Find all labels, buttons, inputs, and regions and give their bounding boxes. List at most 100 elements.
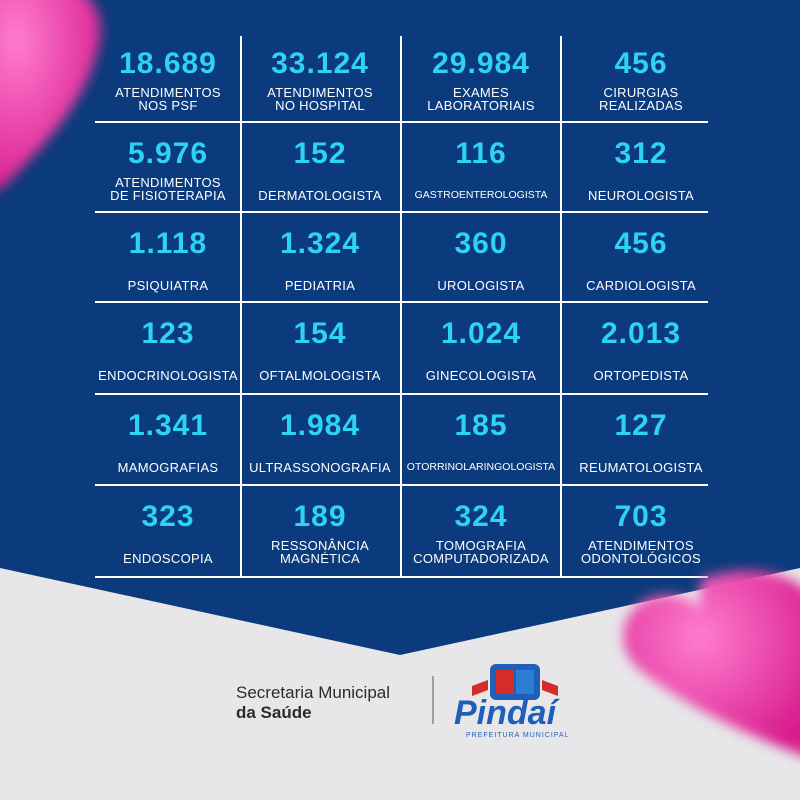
stat-cell: 154 OFTALMOLOGISTA xyxy=(245,306,395,394)
stat-value: 324 xyxy=(454,500,508,533)
stat-label: ATENDIMENTOS ODONTOLÓGICOS xyxy=(562,535,720,569)
stat-cell: 456 CARDIOLOGISTA xyxy=(566,216,716,304)
stat-cell: 1.024 GINECOLOGISTA xyxy=(406,306,556,394)
stat-value: 456 xyxy=(614,227,668,260)
secretaria: Secretaria Municipal da Saúde xyxy=(236,683,390,723)
stat-label-line: ATENDIMENTOS xyxy=(115,85,221,100)
stat-label-line: OTORRINOLARINGOLOGISTA xyxy=(406,460,556,473)
stat-value: 312 xyxy=(614,137,668,170)
city-subtitle: PREFEITURA MUNICIPAL xyxy=(466,732,570,739)
stat-label: OFTALMOLOGISTA xyxy=(241,358,399,392)
stat-cell: 1.341 MAMOGRAFIAS xyxy=(93,398,243,486)
stat-label: ENDOCRINOLOGISTA xyxy=(89,358,247,392)
stat-label: MAMOGRAFIAS xyxy=(89,450,247,484)
stat-label: UROLOGISTA xyxy=(402,268,560,302)
stat-label-line: NEUROLOGISTA xyxy=(588,187,694,203)
stat-label-line: UROLOGISTA xyxy=(437,277,525,293)
stat-cell: 33.124 ATENDIMENTOS NO HOSPITAL xyxy=(245,36,395,124)
secretaria-line: Secretaria Municipal xyxy=(236,683,391,702)
stat-value: 1.024 xyxy=(440,317,522,350)
stat-label: GINECOLOGISTA xyxy=(402,358,560,392)
stat-label-line: ORTOPEDISTA xyxy=(593,367,689,383)
stat-cell: 323 ENDOSCOPIA xyxy=(93,489,243,577)
stat-label-line: ULTRASSONOGRAFIA xyxy=(249,459,391,475)
stat-value: 33.124 xyxy=(271,47,369,80)
stat-cell: 18.689 ATENDIMENTOS NOS PSF xyxy=(93,36,243,124)
stat-label: ULTRASSONOGRAFIA xyxy=(241,450,399,484)
stat-label: DERMATOLOGISTA xyxy=(241,178,399,212)
stat-value: 1.324 xyxy=(279,227,361,260)
stat-label-line: PSIQUIATRA xyxy=(127,277,209,293)
stat-label: OTORRINOLARINGOLOGISTA xyxy=(402,450,560,484)
stat-cell: 324 TOMOGRAFIA COMPUTADORIZADA xyxy=(406,489,556,577)
stat-value: 18.689 xyxy=(119,47,217,80)
stat-label-line: CIRURGIAS xyxy=(603,85,679,100)
stat-label-line: TOMOGRAFIA xyxy=(435,538,527,553)
stat-value: 127 xyxy=(614,409,668,442)
stat-label: CARDIOLOGISTA xyxy=(562,268,720,302)
stat-value: 154 xyxy=(293,317,347,350)
stat-cell: 312 NEUROLOGISTA xyxy=(566,126,716,214)
stat-value: 323 xyxy=(141,500,195,533)
stat-value: 2.013 xyxy=(600,317,682,350)
stat-label-line: MAGNÉTICA xyxy=(280,551,360,566)
stat-cell: 5.976 ATENDIMENTOS DE FISIOTERAPIA xyxy=(93,126,243,214)
stat-value: 185 xyxy=(454,409,508,442)
stat-cell: 29.984 EXAMES LABORATORIAIS xyxy=(406,36,556,124)
stat-label-line: MAMOGRAFIAS xyxy=(117,459,219,475)
stat-value: 152 xyxy=(293,137,347,170)
stat-label-line: ENDOCRINOLOGISTA xyxy=(98,367,238,383)
stat-value: 1.341 xyxy=(127,409,209,442)
stat-label-line: REALIZADAS xyxy=(599,98,683,113)
stat-cell: 123 ENDOCRINOLOGISTA xyxy=(93,306,243,394)
stat-label: ATENDIMENTOS NO HOSPITAL xyxy=(241,82,399,116)
stat-label: TOMOGRAFIA COMPUTADORIZADA xyxy=(402,535,560,569)
city-name: Pindaí xyxy=(454,694,557,732)
stat-label-line: COMPUTADORIZADA xyxy=(413,551,549,566)
stat-label-line: DERMATOLOGISTA xyxy=(258,187,382,203)
stat-cell: 703 ATENDIMENTOS ODONTOLÓGICOS xyxy=(566,489,716,577)
stat-label-line: CARDIOLOGISTA xyxy=(586,277,696,293)
stat-label-line: REUMATOLOGISTA xyxy=(579,459,703,475)
stat-label: REUMATOLOGISTA xyxy=(562,450,720,484)
coat-of-arms xyxy=(472,664,558,700)
stat-label-line: OFTALMOLOGISTA xyxy=(259,367,381,383)
stat-label: EXAMES LABORATORIAIS xyxy=(402,82,560,116)
stat-cell: 360 UROLOGISTA xyxy=(406,216,556,304)
heart-decoration xyxy=(623,570,800,755)
stat-label: PSIQUIATRA xyxy=(89,268,247,302)
stat-cell: 152 DERMATOLOGISTA xyxy=(245,126,395,214)
stat-label: ORTOPEDISTA xyxy=(562,358,720,392)
stat-cell: 185 OTORRINOLARINGOLOGISTA xyxy=(406,398,556,486)
stat-cell: 189 RESSONÂNCIA MAGNÉTICA xyxy=(245,489,395,577)
stat-label-line: ODONTOLÓGICOS xyxy=(581,551,701,566)
stat-label: ATENDIMENTOS NOS PSF xyxy=(89,82,247,116)
stat-value: 1.118 xyxy=(128,227,208,260)
stat-cell: 1.118 PSIQUIATRA xyxy=(93,216,243,304)
stat-value: 189 xyxy=(293,500,347,533)
grid xyxy=(95,36,708,578)
stat-value: 456 xyxy=(614,47,668,80)
stat-value: 703 xyxy=(614,500,668,533)
secretaria-line: da Saúde xyxy=(236,703,312,722)
stat-value: 360 xyxy=(454,227,508,260)
stat-label-line: GINECOLOGISTA xyxy=(425,367,537,383)
stat-label: ATENDIMENTOS DE FISIOTERAPIA xyxy=(89,172,247,206)
stat-label: NEUROLOGISTA xyxy=(562,178,720,212)
stat-label: CIRURGIAS REALIZADAS xyxy=(562,82,720,116)
stat-label-line: NOS PSF xyxy=(138,98,198,113)
stat-label-line: LABORATORIAIS xyxy=(427,98,535,113)
stat-label-line: ATENDIMENTOS xyxy=(588,538,694,553)
stat-cell: 116 GASTROENTEROLOGISTA xyxy=(406,126,556,214)
stat-cell: 1.324 PEDIATRIA xyxy=(245,216,395,304)
stat-value: 116 xyxy=(455,137,507,170)
stat-cell: 2.013 ORTOPEDISTA xyxy=(566,306,716,394)
stat-label: ENDOSCOPIA xyxy=(89,541,247,575)
stat-label: PEDIATRIA xyxy=(241,268,399,302)
stat-value: 29.984 xyxy=(432,47,530,80)
stat-label: RESSONÂNCIA MAGNÉTICA xyxy=(241,535,399,569)
stat-label-line: DE FISIOTERAPIA xyxy=(110,188,226,203)
stat-label-line: EXAMES xyxy=(453,85,509,100)
